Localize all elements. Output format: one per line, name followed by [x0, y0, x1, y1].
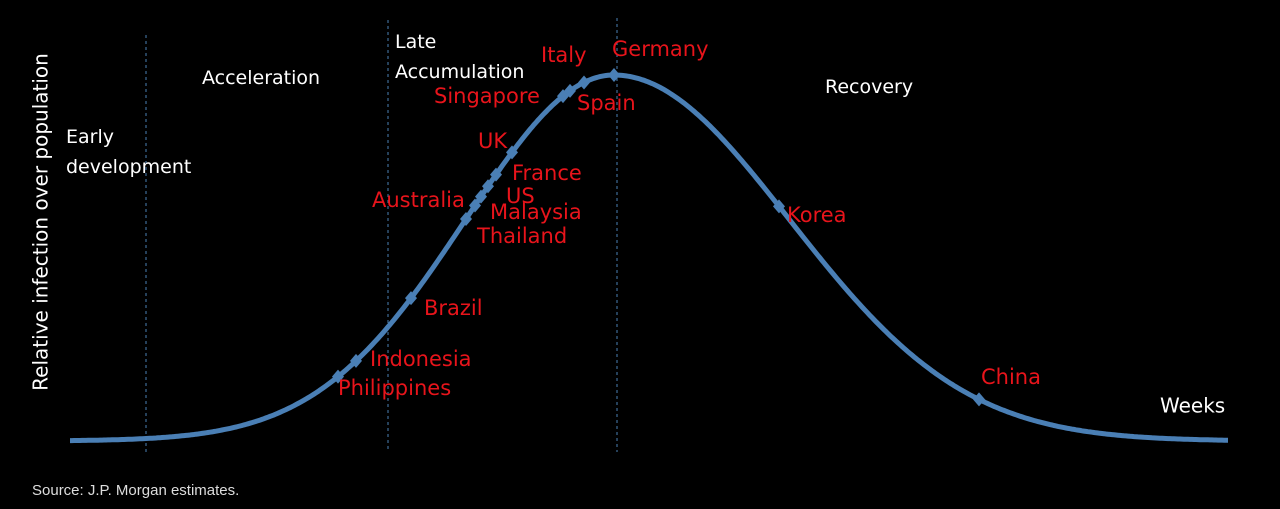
- country-label: Germany: [612, 37, 709, 61]
- phase-label: Recovery: [825, 76, 914, 98]
- country-label: Indonesia: [370, 347, 472, 371]
- country-marker: [608, 68, 620, 82]
- country-label: Thailand: [476, 224, 567, 248]
- country-marker: [490, 167, 502, 182]
- country-marker: [405, 291, 417, 306]
- phase-label: Early development: [66, 126, 192, 178]
- country-marker: [460, 212, 472, 227]
- y-axis-label: Relative infection over population: [29, 53, 53, 391]
- country-label: Brazil: [424, 296, 483, 320]
- country-marker: [469, 198, 481, 213]
- epidemic-curve: [70, 72, 1228, 444]
- country-marker: [773, 199, 785, 214]
- country-label: Italy: [541, 43, 587, 67]
- country-marker: [578, 75, 590, 90]
- country-marker: [482, 179, 494, 194]
- country-marker: [973, 392, 985, 407]
- country-label: Malaysia: [490, 200, 582, 224]
- country-marker: [350, 353, 362, 368]
- country-label: Korea: [787, 203, 847, 227]
- x-axis-label: Weeks: [1160, 394, 1225, 418]
- country-marker: [475, 189, 487, 204]
- country-label: Philippines: [338, 376, 451, 400]
- country-label: UK: [478, 129, 508, 153]
- country-marker: [506, 145, 518, 160]
- source-note: Source: J.P. Morgan estimates.: [32, 482, 240, 499]
- country-label: Singapore: [434, 84, 540, 108]
- country-label: Australia: [372, 188, 465, 212]
- phase-label: Acceleration: [202, 67, 321, 89]
- country-label: US: [506, 184, 535, 208]
- country-marker: [332, 369, 344, 384]
- country-label: France: [512, 161, 582, 185]
- country-marker: [564, 83, 576, 98]
- phase-label: Late Accumulation: [395, 31, 525, 83]
- country-label: Spain: [577, 91, 636, 115]
- country-label: China: [981, 365, 1041, 389]
